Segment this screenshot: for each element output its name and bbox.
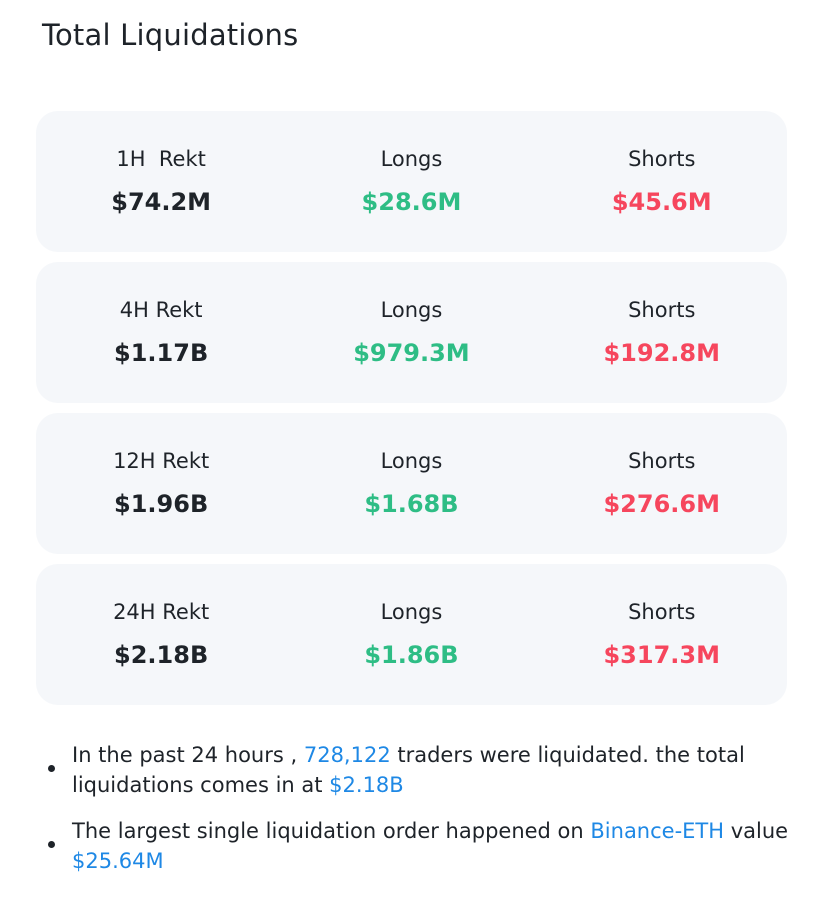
liquidation-notes: In the past 24 hours , 728,122 traders w… — [42, 740, 802, 892]
longs-label: Longs — [380, 449, 443, 473]
period-label: 4H Rekt — [119, 298, 203, 322]
longs-value: $28.6M — [361, 188, 462, 216]
shorts-column: Shorts $276.6M — [537, 449, 787, 518]
total-column: 1H Rekt $74.2M — [36, 147, 286, 216]
total-value: $1.96B — [114, 490, 209, 518]
liquidation-card-12h: 12H Rekt $1.96B Longs $1.68B Shorts $276… — [36, 413, 787, 554]
longs-column: Longs $1.86B — [286, 600, 536, 669]
traders-count-link[interactable]: 728,122 — [303, 743, 391, 767]
total-value: $2.18B — [114, 641, 209, 669]
shorts-value: $45.6M — [611, 188, 712, 216]
shorts-label: Shorts — [628, 298, 696, 322]
total-liquidations-link[interactable]: $2.18B — [329, 773, 404, 797]
bullet-icon — [48, 841, 55, 848]
longs-column: Longs $1.68B — [286, 449, 536, 518]
note-text: value — [724, 819, 789, 843]
liquidation-card-24h: 24H Rekt $2.18B Longs $1.86B Shorts $317… — [36, 564, 787, 705]
largest-order-note: The largest single liquidation order hap… — [42, 816, 802, 876]
longs-value: $1.86B — [364, 641, 459, 669]
shorts-label: Shorts — [628, 600, 696, 624]
longs-value: $1.68B — [364, 490, 459, 518]
shorts-label: Shorts — [628, 449, 696, 473]
longs-column: Longs $28.6M — [286, 147, 536, 216]
period-label: 24H Rekt — [113, 600, 210, 624]
bullet-icon — [48, 765, 55, 772]
shorts-column: Shorts $192.8M — [537, 298, 787, 367]
shorts-column: Shorts $45.6M — [537, 147, 787, 216]
largest-value-link[interactable]: $25.64M — [72, 849, 164, 873]
longs-label: Longs — [380, 298, 443, 322]
shorts-column: Shorts $317.3M — [537, 600, 787, 669]
period-label: 12H Rekt — [113, 449, 210, 473]
longs-column: Longs $979.3M — [286, 298, 536, 367]
period-label: 1H Rekt — [116, 147, 206, 171]
note-text: In the past 24 hours , — [72, 743, 304, 767]
page-title: Total Liquidations — [42, 18, 299, 52]
longs-value: $979.3M — [353, 339, 470, 367]
traders-note: In the past 24 hours , 728,122 traders w… — [42, 740, 802, 800]
liquidation-cards: 1H Rekt $74.2M Longs $28.6M Shorts $45.6… — [36, 111, 787, 715]
total-value: $74.2M — [111, 188, 212, 216]
liquidation-card-1h: 1H Rekt $74.2M Longs $28.6M Shorts $45.6… — [36, 111, 787, 252]
note-text: traders were liquidated. the total liqui… — [72, 743, 745, 797]
longs-label: Longs — [380, 600, 443, 624]
note-text: The largest single liquidation order hap… — [72, 819, 591, 843]
shorts-label: Shorts — [628, 147, 696, 171]
shorts-value: $192.8M — [603, 339, 720, 367]
total-value: $1.17B — [114, 339, 209, 367]
longs-label: Longs — [380, 147, 443, 171]
liquidation-card-4h: 4H Rekt $1.17B Longs $979.3M Shorts $192… — [36, 262, 787, 403]
shorts-value: $276.6M — [603, 490, 720, 518]
total-column: 24H Rekt $2.18B — [36, 600, 286, 669]
total-column: 12H Rekt $1.96B — [36, 449, 286, 518]
exchange-link[interactable]: Binance-ETH — [590, 819, 725, 843]
shorts-value: $317.3M — [603, 641, 720, 669]
total-column: 4H Rekt $1.17B — [36, 298, 286, 367]
